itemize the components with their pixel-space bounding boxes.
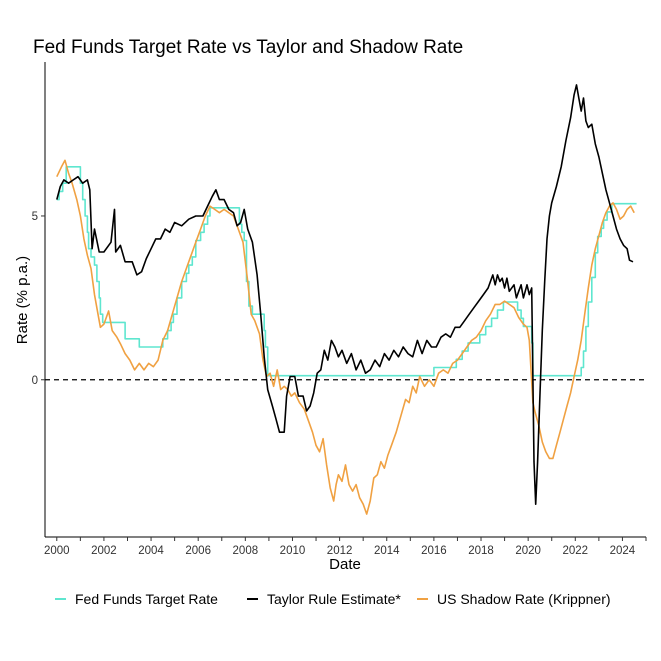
- legend-label-2: US Shadow Rate (Krippner): [437, 591, 611, 607]
- series-group: [56, 84, 637, 515]
- x-tick-label: 2018: [468, 545, 494, 557]
- x-tick-label: 2002: [91, 545, 117, 557]
- y-tick-label: 5: [32, 211, 38, 223]
- x-tick-label: 2016: [421, 545, 447, 557]
- x-tick-label: 2008: [233, 545, 259, 557]
- legend: Fed Funds Target Rate Taylor Rule Estimat…: [55, 591, 611, 607]
- y-tick-label: 0: [32, 375, 38, 387]
- y-axis-label: Rate (% p.a.): [14, 256, 31, 344]
- x-tick-label: 2006: [185, 545, 211, 557]
- legend-label-0: Fed Funds Target Rate: [75, 591, 218, 607]
- series-line-1: [56, 84, 634, 505]
- series-line-2: [56, 159, 635, 515]
- x-tick-label: 2014: [374, 545, 400, 557]
- series-line-0: [56, 166, 637, 377]
- x-tick-label: 2022: [562, 545, 588, 557]
- x-tick-label: 2024: [610, 545, 636, 557]
- legend-label-1: Taylor Rule Estimate*: [267, 591, 401, 607]
- chart-title: Fed Funds Target Rate vs Taylor and Shad…: [33, 37, 463, 58]
- x-tick-label: 2004: [138, 545, 164, 557]
- x-axis-label: Date: [329, 556, 361, 573]
- y-ticks: 05: [32, 211, 45, 387]
- x-ticks: 2000 2002 2004 2006 2008 2010 2012 2014 2016 2018…: [44, 537, 647, 557]
- x-tick-label: 2012: [327, 545, 353, 557]
- x-tick-label: 2020: [515, 545, 541, 557]
- x-tick-label: 2000: [44, 545, 70, 557]
- x-tick-label: 2010: [280, 545, 306, 557]
